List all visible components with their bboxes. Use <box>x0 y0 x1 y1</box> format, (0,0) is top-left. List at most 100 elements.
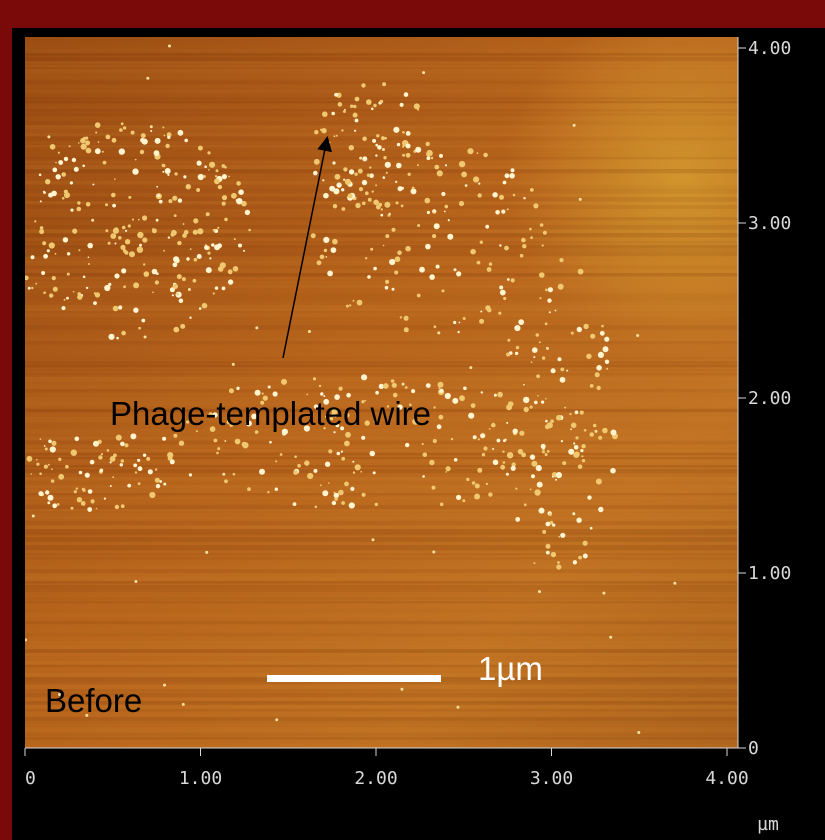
particle <box>189 317 191 319</box>
particle <box>602 592 605 595</box>
particle <box>433 439 437 443</box>
particle <box>269 441 272 444</box>
particle <box>370 248 373 251</box>
scan-line <box>25 109 738 111</box>
particle <box>45 179 50 184</box>
scan-line <box>25 629 738 634</box>
particle <box>578 269 584 275</box>
particle <box>53 287 58 292</box>
particle <box>542 530 546 534</box>
particle <box>499 244 501 246</box>
scan-line <box>25 333 738 336</box>
particle <box>332 239 338 245</box>
particle <box>577 327 582 332</box>
particle <box>118 305 122 309</box>
particle <box>575 411 579 415</box>
particle <box>103 161 107 165</box>
particle <box>375 144 378 147</box>
particle <box>108 334 114 340</box>
particle <box>58 458 61 461</box>
scan-line <box>25 465 738 468</box>
particle <box>530 489 532 491</box>
particle <box>203 175 206 178</box>
particle <box>398 186 403 191</box>
particle <box>555 479 557 481</box>
particle <box>115 505 119 509</box>
particle <box>499 195 504 200</box>
particle <box>341 457 345 461</box>
particle <box>88 257 90 259</box>
particle <box>580 449 583 452</box>
particle <box>459 395 465 401</box>
scan-line <box>25 181 738 184</box>
particle <box>215 286 218 289</box>
particle <box>555 310 557 312</box>
particle <box>335 174 341 180</box>
particle <box>578 464 583 469</box>
scan-line <box>25 157 738 159</box>
particle <box>376 134 379 137</box>
particle <box>48 193 53 198</box>
particle <box>173 327 179 333</box>
particle <box>315 506 318 509</box>
particle <box>75 437 80 442</box>
particle <box>532 347 538 353</box>
particle <box>432 211 434 213</box>
particle <box>139 244 142 247</box>
particle <box>448 219 450 221</box>
scan-line <box>25 293 738 297</box>
particle <box>572 512 575 515</box>
particle <box>468 413 474 419</box>
particle <box>494 394 497 397</box>
particle <box>40 200 42 202</box>
x-tick-label: 2.00 <box>354 768 397 789</box>
particle <box>459 322 461 324</box>
particle <box>556 415 562 421</box>
particle <box>497 439 501 443</box>
particle <box>121 331 126 336</box>
particle <box>150 130 152 132</box>
particle <box>518 319 524 325</box>
particle <box>87 243 93 249</box>
particle <box>328 482 330 484</box>
particle <box>601 325 604 328</box>
particle <box>358 169 363 174</box>
particle <box>332 501 336 505</box>
scan-line <box>25 641 738 644</box>
particle <box>217 447 220 450</box>
scan-line <box>25 93 738 96</box>
particle <box>477 261 481 265</box>
particle <box>304 460 309 465</box>
particle <box>55 253 57 255</box>
particle <box>559 258 563 262</box>
scan-line <box>25 565 738 569</box>
particle <box>144 271 150 277</box>
particle <box>98 141 100 143</box>
particle <box>349 304 351 306</box>
particle <box>170 459 175 464</box>
particle <box>511 278 515 282</box>
scan-line <box>25 41 738 45</box>
particle <box>245 210 250 215</box>
particle <box>133 464 137 468</box>
particle <box>493 460 499 466</box>
particle <box>598 352 604 358</box>
particle <box>297 464 301 468</box>
particle <box>375 503 378 506</box>
particle <box>384 202 390 208</box>
particle <box>375 154 377 156</box>
scan-line <box>25 81 738 83</box>
particle <box>473 435 477 439</box>
scan-line <box>25 653 738 656</box>
scan-line <box>25 357 738 359</box>
particle <box>365 257 367 259</box>
particle <box>400 688 403 691</box>
particle <box>366 99 372 105</box>
particle <box>350 105 353 108</box>
particle <box>322 490 328 496</box>
particle <box>255 326 258 329</box>
particle <box>375 391 379 395</box>
y-tick-label: 2.00 <box>748 388 791 409</box>
particle <box>595 372 600 377</box>
particle <box>214 439 218 443</box>
